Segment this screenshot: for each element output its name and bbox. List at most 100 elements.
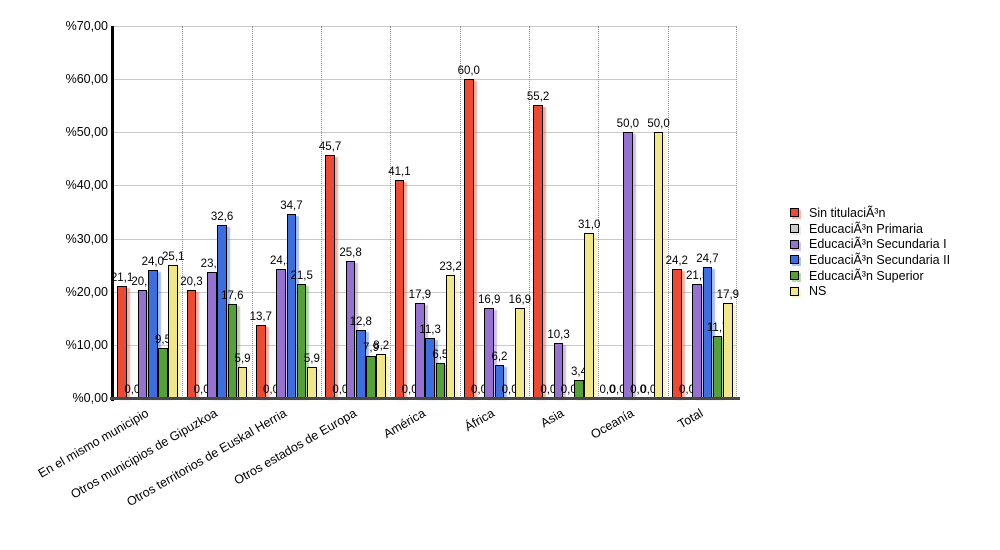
legend-swatch: [790, 255, 799, 265]
x-category-label: Otros estados de Europa: [231, 406, 359, 488]
bar-value-label: 8,2: [373, 340, 390, 353]
bar: [356, 329, 366, 398]
plot-area: 21,1 0,0 20,3 24,0 9,5 25,1 20,3 0,0 23,7 32,6 17,…: [110, 26, 740, 401]
bar-value-label: 24,7: [696, 252, 719, 265]
bar-value-label: 20,3: [180, 276, 203, 289]
bar: [276, 269, 286, 398]
bar-value-label: 0,0: [630, 384, 647, 396]
horizontal-gridline: [113, 79, 737, 81]
legend-swatch: [790, 286, 799, 296]
category-separator-line: [667, 26, 669, 398]
legend-label: Sin titulaciÃ³n: [809, 205, 886, 220]
legend-item: EducaciÃ³n Primaria: [790, 221, 950, 237]
bar-value-label: 31,0: [578, 219, 601, 232]
bar-value-label: 0,0: [501, 384, 518, 396]
category-separator-line: [182, 26, 184, 398]
bar: [653, 132, 664, 398]
legend-label: EducaciÃ³n Superior: [809, 268, 924, 283]
x-category-label: África: [462, 406, 498, 435]
bar-value-label: 12,8: [349, 315, 372, 328]
bar: [286, 213, 297, 398]
bar-value-label: 24,2: [665, 255, 688, 268]
bar: [574, 379, 584, 398]
category-separator-line: [598, 26, 600, 398]
bar: [207, 272, 217, 398]
bar: [415, 302, 425, 398]
bar-value-label: 0,0: [679, 384, 695, 396]
bar: [445, 274, 456, 398]
bar-value-label: 17,6: [221, 290, 244, 303]
legend-swatch: [790, 208, 799, 218]
bar-value-label: 16,9: [508, 294, 532, 307]
bar-value-label: 10,3: [547, 329, 570, 342]
category-separator-line: [529, 26, 530, 398]
horizontal-gridline: [113, 26, 737, 27]
bar: [237, 366, 248, 398]
bar-value-label: 0,0: [332, 384, 349, 396]
category-separator-line: [736, 26, 737, 398]
bar-value-label: 21,5: [290, 269, 313, 282]
bar: [168, 264, 178, 398]
x-category-label: América: [381, 406, 428, 442]
bar: [158, 347, 168, 398]
bar-value-label: 9,5: [155, 333, 171, 346]
legend: Sin titulaciÃ³n EducaciÃ³n Primaria Educac…: [790, 205, 950, 299]
bar-value-label: 50,0: [647, 118, 670, 131]
category-separator-line: [390, 26, 392, 398]
bar: [307, 366, 317, 398]
legend-swatch: [790, 224, 799, 234]
bar: [217, 224, 227, 398]
bar: [186, 290, 197, 398]
bar: [515, 308, 525, 398]
bar: [623, 132, 633, 398]
y-tick-label: %50,00: [65, 125, 108, 140]
bar-value-label: 17,9: [408, 288, 432, 301]
bar-value-label: 0,0: [263, 384, 279, 396]
bar-value-label: 0,0: [124, 384, 141, 396]
bar-value-label: 0,0: [609, 384, 626, 396]
y-tick-label: %20,00: [65, 284, 108, 299]
category-separator-line: [251, 26, 253, 398]
bar-value-label: 21,1: [110, 271, 134, 284]
y-tick-label: %10,00: [65, 337, 108, 352]
horizontal-gridline: [113, 185, 737, 187]
bar: [425, 337, 435, 398]
bar: [435, 363, 446, 398]
y-axis-line: [111, 26, 114, 401]
legend-label: EducaciÃ³n Primaria: [809, 221, 923, 236]
bar: [345, 260, 356, 398]
legend-swatch: [790, 271, 799, 281]
bar-value-label: 34,7: [280, 199, 303, 212]
bar: [366, 356, 376, 398]
bar: [464, 79, 474, 398]
bar-value-label: 7,9: [363, 342, 379, 355]
horizontal-gridline: [113, 132, 737, 134]
bar-value-label: 11,3: [419, 323, 441, 336]
bar-value-label: 41,1: [388, 165, 411, 178]
bar-value-label: 24,0: [141, 256, 164, 269]
bar-value-label: 3,4: [571, 365, 587, 378]
bar: [712, 335, 723, 398]
bar: [117, 285, 127, 398]
bar-value-label: 6,2: [491, 351, 508, 364]
legend-item: EducaciÃ³n Secundaria II: [790, 252, 950, 268]
bar-value-label: 0,0: [193, 384, 210, 396]
legend-label: NS: [809, 284, 827, 299]
legend-item: EducaciÃ³n Secundaria I: [790, 236, 950, 252]
bar: [376, 354, 386, 398]
bar-value-label: 60,0: [457, 65, 480, 78]
y-tick-label: %70,00: [65, 19, 108, 33]
bar-value-label: 0,0: [560, 384, 577, 396]
bar-value-label: 16,9: [478, 294, 501, 307]
legend-item: Sin titulaciÃ³n: [790, 205, 950, 221]
bar: [533, 104, 543, 398]
y-tick-label: %40,00: [65, 178, 108, 193]
bar-value-label: 25,8: [339, 246, 362, 259]
horizontal-gridline: [113, 344, 737, 346]
horizontal-gridline: [113, 291, 737, 293]
bar-value-label: 0,0: [540, 384, 557, 396]
legend-item: EducaciÃ³n Superior: [790, 268, 950, 284]
bar: [325, 155, 335, 398]
bar-value-label: 32,6: [210, 210, 234, 223]
